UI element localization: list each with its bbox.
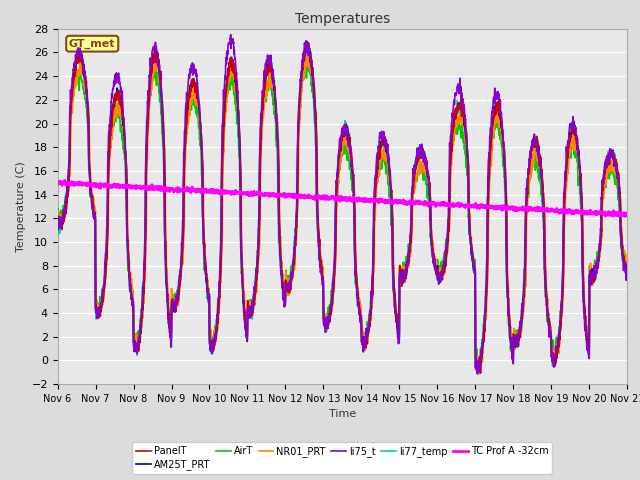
- Text: GT_met: GT_met: [69, 38, 115, 49]
- Y-axis label: Temperature (C): Temperature (C): [16, 161, 26, 252]
- Title: Temperatures: Temperatures: [295, 12, 390, 26]
- X-axis label: Time: Time: [329, 409, 356, 419]
- Legend: PanelT, AM25T_PRT, AirT, NR01_PRT, li75_t, li77_temp, TC Prof A -32cm: PanelT, AM25T_PRT, AirT, NR01_PRT, li75_…: [132, 442, 552, 474]
